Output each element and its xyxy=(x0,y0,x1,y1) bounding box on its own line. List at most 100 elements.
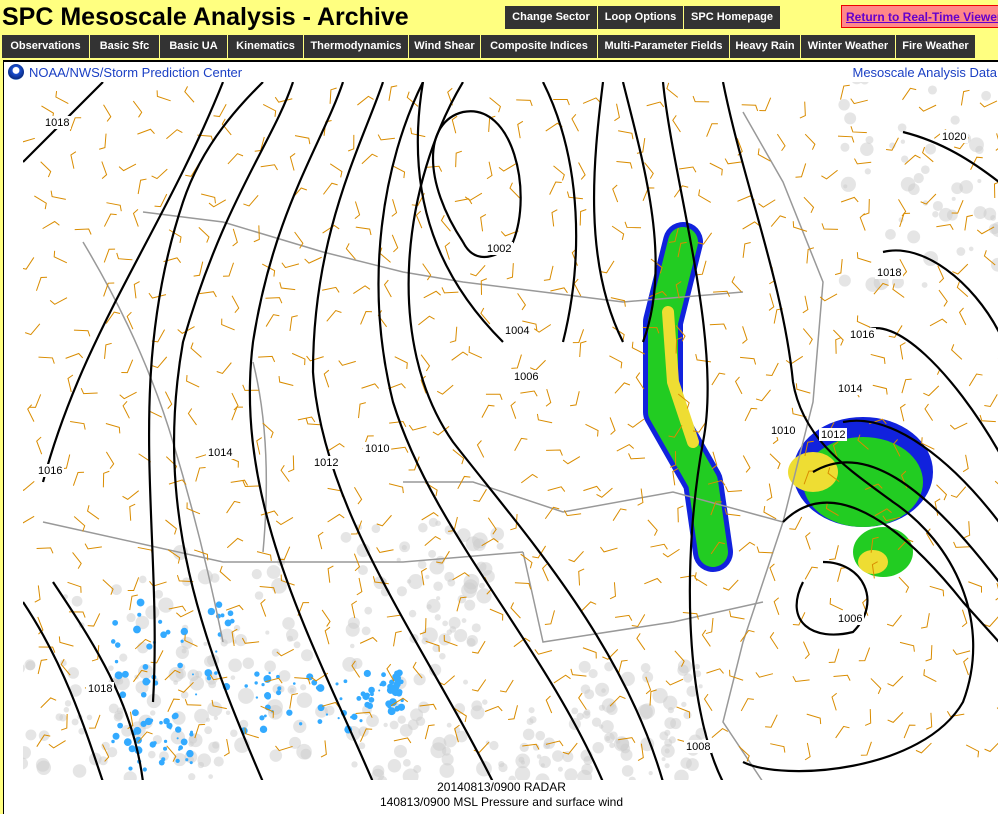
radar-clutter xyxy=(269,749,283,762)
radar-clutter xyxy=(844,112,857,125)
wind-barb xyxy=(946,711,965,717)
nav-heavy-rain[interactable]: Heavy Rain xyxy=(730,35,801,58)
radar-clutter xyxy=(514,766,531,780)
spc-credit-link[interactable]: NOAA/NWS/Storm Prediction Center xyxy=(29,65,243,80)
wind-barb xyxy=(872,384,888,395)
radar-echo xyxy=(276,690,282,696)
wind-barb xyxy=(106,202,122,212)
wind-barb xyxy=(968,581,983,593)
wind-barb xyxy=(454,708,467,723)
radar-echo xyxy=(351,713,358,720)
nav-composite-indices[interactable]: Composite Indices xyxy=(481,35,598,58)
nav-observations[interactable]: Observations xyxy=(2,35,90,58)
wind-barb xyxy=(618,737,636,744)
radar-echo xyxy=(350,715,353,719)
nav-basic-sfc[interactable]: Basic Sfc xyxy=(90,35,160,58)
wind-barb xyxy=(262,422,274,439)
wind-barb xyxy=(137,178,147,195)
isobar-label: 1012 xyxy=(314,457,338,469)
nav-wind-shear[interactable]: Wind Shear xyxy=(409,35,481,58)
wind-barb xyxy=(993,182,998,199)
radar-echo xyxy=(392,673,399,680)
radar-echo xyxy=(394,672,398,676)
wind-barb xyxy=(544,610,555,625)
radar-clutter xyxy=(251,569,262,580)
radar-echo xyxy=(368,696,375,703)
nav-fire-weather[interactable]: Fire Weather xyxy=(896,35,976,58)
wind-barb xyxy=(322,286,340,293)
nav-winter-weather[interactable]: Winter Weather xyxy=(801,35,896,58)
radar-clutter xyxy=(532,744,540,751)
wind-barb xyxy=(636,633,646,651)
isobar-label: 1016 xyxy=(850,329,874,341)
wind-barb xyxy=(579,340,587,358)
radar-clutter xyxy=(840,176,856,192)
radar-clutter xyxy=(436,596,441,601)
return-to-realtime-link[interactable]: Return to Real-Time Viewer xyxy=(841,5,998,28)
wind-barb xyxy=(156,90,171,102)
radar-echo xyxy=(136,598,145,607)
radar-clutter xyxy=(465,536,481,552)
mesoscale-data-link[interactable]: Mesoscale Analysis Data xyxy=(852,65,997,80)
radar-echo xyxy=(178,745,184,750)
radar-clutter xyxy=(108,665,114,671)
isobar-label-bg xyxy=(206,446,234,459)
wind-barb xyxy=(227,153,244,165)
wind-barb xyxy=(105,311,121,324)
wind-barb xyxy=(679,166,697,173)
wind-barb xyxy=(668,425,683,438)
loop-options-button[interactable]: Loop Options xyxy=(598,6,684,29)
change-sector-button[interactable]: Change Sector xyxy=(505,6,598,29)
wind-barb xyxy=(133,669,148,683)
radar-clutter xyxy=(371,524,381,534)
wind-barb xyxy=(184,86,195,103)
radar-echo xyxy=(177,662,183,669)
wind-barb xyxy=(289,693,298,709)
radar-clutter xyxy=(455,730,468,743)
radar-clutter xyxy=(677,664,689,676)
wind-barb xyxy=(938,289,948,307)
isobar xyxy=(416,82,578,343)
radar-clutter xyxy=(207,701,223,717)
radar-clutter xyxy=(478,582,485,589)
wind-barb xyxy=(637,743,644,761)
isobar-label-bg xyxy=(875,266,903,279)
wind-barb xyxy=(545,388,552,407)
radar-echo xyxy=(128,766,133,771)
wind-barb xyxy=(424,724,435,740)
wind-barb xyxy=(231,628,238,647)
nav-basic-ua[interactable]: Basic UA xyxy=(160,35,228,58)
radar-clutter xyxy=(536,754,542,759)
msl-pressure-map: 1018 1002 1004 1006 1010 1012 1014 1016 1018 1008… xyxy=(23,82,998,780)
radar-clutter xyxy=(86,714,93,721)
wind-barb xyxy=(86,505,100,520)
nav-multi-parameter-fields[interactable]: Multi-Parameter Fields xyxy=(598,35,730,58)
wind-barb xyxy=(489,608,504,621)
radar-echo xyxy=(207,607,216,616)
wind-barb xyxy=(923,669,937,683)
wind-barb xyxy=(920,193,937,205)
wind-barb xyxy=(193,261,204,277)
radar-clutter xyxy=(189,676,205,691)
nav-thermodynamics[interactable]: Thermodynamics xyxy=(304,35,409,58)
wind-barb xyxy=(725,486,743,493)
isobar-label: 1010 xyxy=(365,443,389,455)
radar-clutter xyxy=(838,274,851,287)
radar-clutter xyxy=(69,684,82,697)
wind-barb xyxy=(184,634,198,647)
wind-barb xyxy=(509,182,521,199)
wind-barb xyxy=(707,479,726,486)
nav-kinematics[interactable]: Kinematics xyxy=(228,35,304,58)
radar-clutter xyxy=(340,532,352,543)
wind-barb xyxy=(471,640,486,654)
wind-barb xyxy=(520,390,538,397)
radar-clutter xyxy=(417,701,430,714)
radar-clutter xyxy=(212,741,220,749)
radar-echo xyxy=(180,639,184,643)
wind-barb xyxy=(377,310,388,328)
wind-barb xyxy=(225,604,244,611)
wind-barb xyxy=(60,658,71,676)
isobar xyxy=(407,82,664,780)
spc-homepage-button[interactable]: SPC Homepage xyxy=(684,6,781,29)
radar-echo xyxy=(153,741,157,745)
